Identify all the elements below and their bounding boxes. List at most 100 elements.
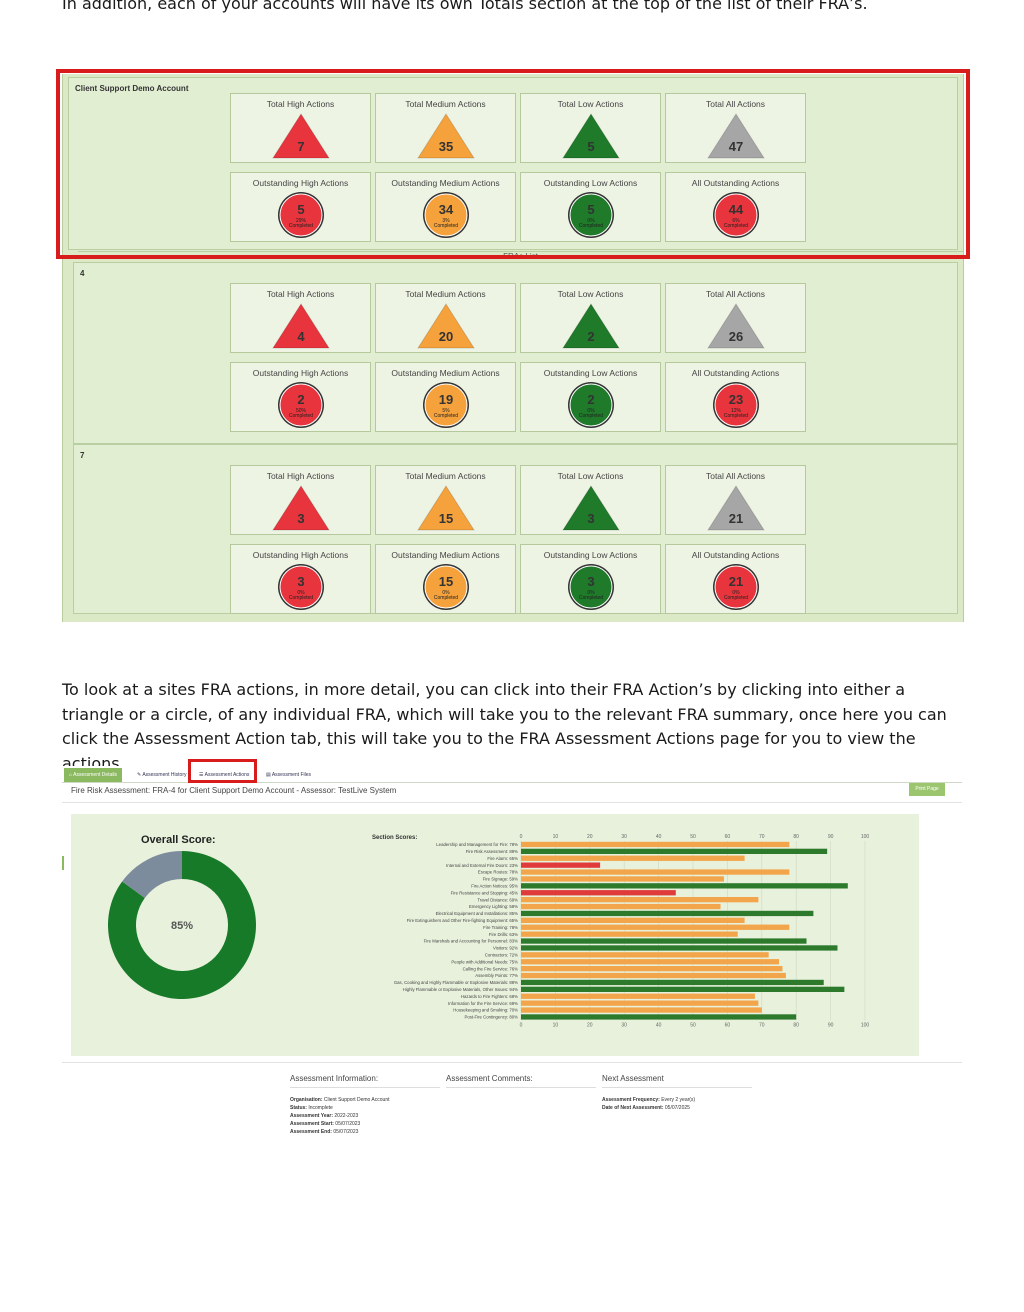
card-title: Total All Actions — [705, 289, 766, 299]
outstanding-actions-card[interactable]: Outstanding Low Actions 3 0% Completed — [520, 544, 661, 614]
triangle-icon[interactable]: 3 — [521, 466, 662, 536]
section-label: People with Additional Needs: 75% — [451, 959, 518, 964]
total-actions-card[interactable]: Total Medium Actions 20 — [375, 283, 516, 353]
total-actions-card[interactable]: Total Medium Actions 15 — [375, 465, 516, 535]
x-tick-label-bottom: 70 — [759, 1022, 765, 1028]
info-line: Assessment Year: 2022-2023 — [290, 1112, 440, 1120]
card-title: Total High Actions — [266, 289, 335, 299]
section-score-bar — [521, 862, 601, 868]
info-value: Client Support Demo Account — [323, 1097, 390, 1103]
x-tick-label-top: 100 — [861, 834, 870, 840]
circle-icon[interactable]: 529%Completed — [231, 173, 372, 243]
section-score-bar — [521, 1014, 797, 1020]
action-count: 20 — [439, 329, 453, 344]
outstanding-actions-card[interactable]: All Outstanding Actions 44 6% Completed — [665, 172, 806, 242]
total-actions-card[interactable]: Total High Actions 7 — [230, 93, 371, 163]
x-tick-label-bottom: 0 — [520, 1022, 523, 1028]
tab-assessment-details[interactable]: ⌂ Assessment Details — [64, 768, 123, 782]
outstanding-actions-card[interactable]: Outstanding Medium Actions 15 0% Completed — [375, 544, 516, 614]
circle-icon[interactable]: 50%Completed — [521, 173, 662, 243]
assessment-information: Assessment Information: Organisation: Cl… — [290, 1074, 440, 1136]
outstanding-actions-card[interactable]: Outstanding High Actions 3 0% Completed — [230, 544, 371, 614]
total-actions-card[interactable]: Total Low Actions 2 — [520, 283, 661, 353]
outstanding-count: 3 — [297, 574, 304, 589]
circle-icon[interactable]: 20%Completed — [521, 363, 662, 433]
section-score-bar — [521, 952, 769, 958]
completed-percent: 0% — [587, 408, 595, 414]
print-page-button[interactable]: Print Page — [909, 783, 945, 796]
triangle-icon[interactable]: 26 — [666, 284, 807, 354]
outstanding-count: 2 — [587, 392, 594, 407]
circle-icon[interactable]: 30%Completed — [231, 545, 372, 615]
tab-assessment-history[interactable]: ✎ Assessment History — [132, 768, 192, 782]
triangle-icon[interactable]: 2 — [521, 284, 662, 354]
completed-label: Completed — [434, 413, 458, 419]
outstanding-actions-card[interactable]: Outstanding Medium Actions 34 3% Completed — [375, 172, 516, 242]
triangle-icon[interactable]: 15 — [376, 466, 517, 536]
outstanding-actions-card[interactable]: All Outstanding Actions 23 12% Completed — [665, 362, 806, 432]
outstanding-actions-card[interactable]: Outstanding Low Actions 2 0% Completed — [520, 362, 661, 432]
tab-assessment-actions[interactable]: ☰ Assessment Actions — [194, 768, 254, 782]
completed-percent: 5% — [442, 408, 450, 414]
triangle-icon[interactable]: 20 — [376, 284, 517, 354]
total-actions-card[interactable]: Total High Actions 3 — [230, 465, 371, 535]
section-label: Fire Drills: 63% — [489, 932, 518, 937]
circle-icon[interactable]: 210%Completed — [666, 545, 807, 615]
fra-group: Client Support Demo Account Total High Ac… — [68, 77, 963, 261]
home-icon: ⌂ — [69, 772, 74, 778]
info-key: Date of Next Assessment: — [602, 1105, 664, 1111]
x-tick-label-top: 80 — [793, 834, 799, 840]
circle-icon[interactable]: 150%Completed — [376, 545, 517, 615]
section-score-bar — [521, 959, 779, 965]
card-title: Outstanding High Actions — [252, 178, 349, 188]
section-score-bar — [521, 931, 738, 937]
outstanding-actions-card[interactable]: Outstanding Low Actions 5 0% Completed — [520, 172, 661, 242]
triangle-icon[interactable]: 35 — [376, 94, 517, 164]
total-actions-card[interactable]: Total Low Actions 3 — [520, 465, 661, 535]
fra-group: 4 Total High Actions 4 Total Medium Actions… — [73, 262, 958, 444]
triangle-icon[interactable]: 3 — [231, 466, 372, 536]
total-actions-card[interactable]: Total All Actions 47 — [665, 93, 806, 163]
circle-icon[interactable]: 250%Completed — [231, 363, 372, 433]
circle-icon[interactable]: 343%Completed — [376, 173, 517, 243]
instructions-paragraph: To look at a sites FRA actions, in more … — [62, 680, 947, 773]
outstanding-actions-card[interactable]: Outstanding High Actions 2 50% Completed — [230, 362, 371, 432]
section-score-bar — [521, 869, 790, 875]
section-label: Gas, Cooking and Highly Flammable or Exp… — [394, 980, 518, 985]
triangle-icon[interactable]: 5 — [521, 94, 662, 164]
outstanding-actions-card[interactable]: Outstanding High Actions 5 29% Completed — [230, 172, 371, 242]
overall-score-donut[interactable]: 85% — [107, 850, 257, 1000]
triangle-icon[interactable]: 47 — [666, 94, 807, 164]
assessment-information-heading: Assessment Information: — [290, 1074, 440, 1088]
triangle-icon[interactable]: 4 — [231, 284, 372, 354]
card-title: Total All Actions — [705, 471, 766, 481]
action-count: 26 — [729, 329, 743, 344]
outstanding-actions-card[interactable]: Outstanding Medium Actions 19 5% Completed — [375, 362, 516, 432]
circle-icon[interactable]: 195%Completed — [376, 363, 517, 433]
info-key: Assessment Year: — [290, 1113, 333, 1119]
assessment-summary-screenshot: ⌂ Assessment Details ✎ Assessment History… — [62, 766, 962, 1144]
action-count: 21 — [729, 511, 743, 526]
total-actions-card[interactable]: Total Medium Actions 35 — [375, 93, 516, 163]
assessment-comments-heading: Assessment Comments: — [446, 1074, 596, 1088]
info-line: Status: Incomplete — [290, 1104, 440, 1112]
circle-icon[interactable]: 446%Completed — [666, 173, 807, 243]
info-key: Assessment Frequency: — [602, 1097, 660, 1103]
circle-icon[interactable]: 30%Completed — [521, 545, 662, 615]
x-tick-label-bottom: 30 — [621, 1022, 627, 1028]
section-label: Fire Signage: 59% — [483, 877, 519, 882]
total-actions-card[interactable]: Total All Actions 21 — [665, 465, 806, 535]
total-actions-card[interactable]: Total All Actions 26 — [665, 283, 806, 353]
total-actions-card[interactable]: Total High Actions 4 — [230, 283, 371, 353]
section-score-bar — [521, 855, 745, 861]
outstanding-actions-card[interactable]: All Outstanding Actions 21 0% Completed — [665, 544, 806, 614]
triangle-icon[interactable]: 7 — [231, 94, 372, 164]
triangle-icon[interactable]: 21 — [666, 466, 807, 536]
pencil-icon: ✎ — [137, 772, 143, 778]
x-tick-label-top: 90 — [828, 834, 834, 840]
outstanding-count: 34 — [439, 202, 454, 217]
tab-assessment-files[interactable]: ▤ Assessment Files — [261, 768, 316, 782]
total-actions-card[interactable]: Total Low Actions 5 — [520, 93, 661, 163]
section-label: Highly Flammable or Explosive Materials,… — [403, 987, 519, 992]
